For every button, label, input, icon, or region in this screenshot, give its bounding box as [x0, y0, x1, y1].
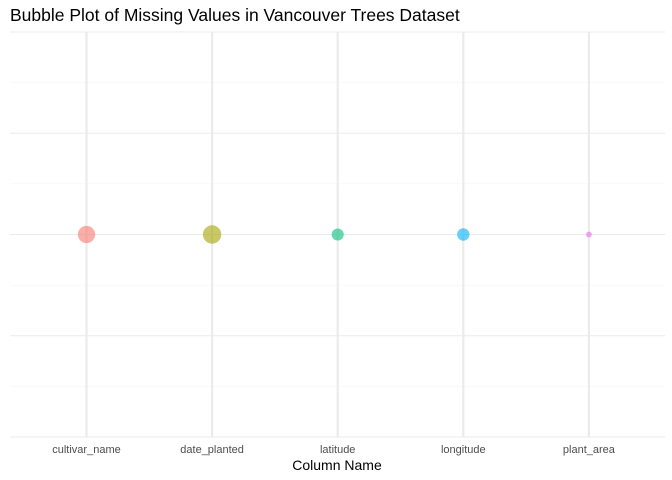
x-tick-label-plant_area: plant_area: [563, 444, 616, 456]
bubble-latitude: [331, 228, 344, 241]
x-tick-labels: cultivar_name date_planted latitude longitu…: [52, 444, 616, 456]
x-tick-label-longitude: longitude: [441, 444, 486, 456]
bubble-plant_area: [585, 231, 592, 238]
chart-title: Bubble Plot of Missing Values in Vancouv…: [10, 5, 460, 25]
bubble-cultivar_name: [77, 225, 96, 244]
bubble-longitude: [457, 228, 470, 241]
x-axis-title: Column Name: [292, 457, 382, 473]
bubble-date_planted: [202, 225, 222, 244]
x-tick-label-date_planted: date_planted: [180, 444, 244, 456]
x-tick-label-latitude: latitude: [320, 444, 355, 456]
point-layer: [77, 225, 592, 244]
x-tick-label-cultivar_name: cultivar_name: [52, 444, 120, 456]
